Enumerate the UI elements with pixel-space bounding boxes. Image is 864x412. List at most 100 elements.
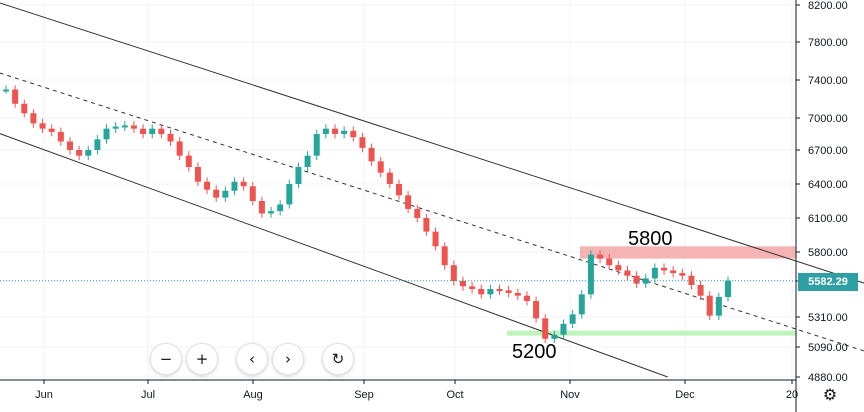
candle-body [30,113,37,124]
candle-body [48,128,55,132]
candle-body [176,141,183,156]
candle-body [505,290,512,293]
reset-chart-button[interactable]: ↻ [322,343,354,375]
candle-body [377,161,384,173]
candle-body [395,184,402,196]
candle-body [94,139,101,150]
trendline-2 [0,133,668,378]
candle-body [725,280,731,297]
time-tick-label: Jun [35,389,53,401]
candle-body [450,265,457,281]
candle-body [551,334,558,339]
candle-body [185,155,192,167]
candle-body [332,128,339,134]
gear-icon[interactable]: ⚙ [822,384,838,404]
candle-body [606,258,613,266]
candle-body [523,295,530,301]
candle-body [204,181,211,190]
candle-body [240,181,247,187]
candle-body [12,89,19,104]
candle-body [295,167,302,184]
candle-body [514,293,521,296]
candle-body [194,167,201,182]
price-tick-label: 5800.00 [808,247,848,259]
candle-body [249,186,256,201]
candle-body [286,184,293,205]
scroll-right-button[interactable]: › [272,343,304,375]
candle-body [130,125,137,129]
candle-body [258,201,265,214]
candle-body [679,273,686,276]
candle-body [57,131,64,142]
time-tick-label: Nov [560,389,580,401]
zone-5200 [507,330,796,336]
candle-body [670,270,677,274]
candle-body [469,286,476,289]
candle-body [542,318,549,339]
chart-toolbar: − + ‹ › ↻ [150,343,354,375]
zone-label-5800: 5800 [628,228,673,250]
price-tick-label: 5310.00 [808,312,848,324]
candle-body [587,254,594,295]
candle-body [569,314,576,324]
price-tick-label: 6700.00 [808,145,848,157]
candle-body [533,301,540,319]
zoom-in-button[interactable]: + [186,343,218,375]
price-tick-label: 7400.00 [808,75,848,87]
candle-body [149,128,156,134]
candle-body [414,208,421,218]
time-tick-label: 20 [786,389,798,401]
candle-body [76,150,83,156]
candle-body [277,204,284,212]
candle-body [304,155,311,167]
candle-body [222,190,229,198]
candle-body [615,265,622,271]
candle-body [112,126,119,129]
candle-body [313,134,320,156]
candle-body [697,285,704,296]
price-tick-label: 6100.00 [808,213,848,225]
trendline-0 [0,2,864,284]
scroll-left-button[interactable]: ‹ [236,343,268,375]
candle-body [3,89,9,92]
price-tick-label: 6400.00 [808,179,848,191]
zone-label-5200: 5200 [512,341,557,363]
candle-body [140,128,147,134]
candle-body [213,189,220,198]
time-tick-label: Aug [243,389,263,401]
candle-body [121,125,128,128]
candle-body [21,103,28,114]
trendline-1 [0,72,864,352]
candle-body [706,295,713,316]
candle-body [39,123,46,129]
time-tick-label: Jul [141,389,155,401]
time-tick-label: Oct [446,389,463,401]
candle-body [423,218,430,232]
candle-body [66,141,73,150]
time-tick-label: Dec [675,389,695,401]
price-tick-label: 5090.00 [808,342,848,354]
price-tick-label: 7800.00 [808,37,848,49]
candle-body [715,297,722,316]
candle-body [597,254,604,259]
candle-body [432,231,439,247]
candle-body [560,323,567,335]
candle-body [359,137,366,148]
candle-body [103,128,110,140]
zone-5800 [580,246,796,259]
price-tick-label: 8200.00 [808,0,848,12]
candle-body [341,130,348,134]
candle-body [268,211,275,214]
candle-body [441,246,448,266]
price-tick-label: 4880.00 [808,372,848,384]
candle-body [405,195,412,209]
candle-body [487,289,494,295]
candle-body [368,147,375,162]
candle-body [350,130,357,138]
zoom-out-button[interactable]: − [150,343,182,375]
time-tick-label: Sep [354,389,374,401]
price-tick-label: 7000.00 [808,113,848,125]
candle-body [322,128,329,134]
candle-body [459,281,466,287]
